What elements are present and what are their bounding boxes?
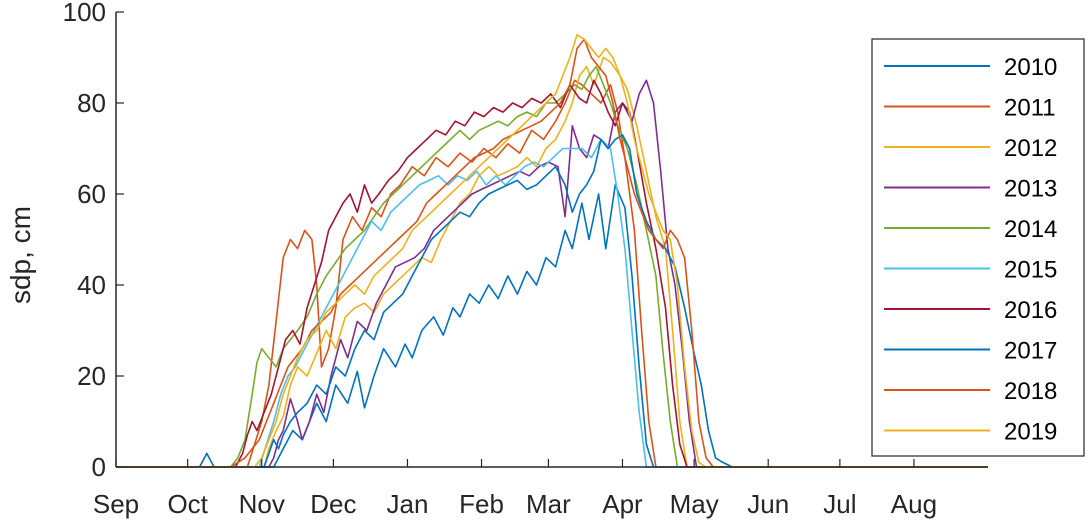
series-line-2016 [116, 79, 988, 468]
y-tick-label: 40 [77, 270, 106, 300]
legend-items: 2010 2011 2012 2013 2014 2015 2016 2017 2018 2019 [884, 54, 1057, 446]
legend-label-2013: 2013 [1004, 176, 1057, 203]
legend: 2010 2011 2012 2013 2014 2015 2016 2017 2018 2019 [871, 38, 1085, 457]
y-axis-label: sdp, cm [5, 206, 36, 304]
legend-label-2014: 2014 [1004, 216, 1057, 243]
series-line-2015 [116, 138, 988, 468]
x-tick-label: Oct [167, 489, 208, 519]
series-line-2018 [116, 38, 988, 468]
legend-label-2017: 2017 [1004, 338, 1057, 365]
legend-label-2015: 2015 [1004, 257, 1057, 284]
legend-label-2011: 2011 [1004, 95, 1056, 122]
x-tick-label: Jun [747, 489, 789, 519]
y-tick-label: 80 [77, 88, 106, 118]
series-layer [116, 33, 988, 468]
x-tick-label: Mar [526, 489, 571, 519]
x-tick-label: Nov [239, 489, 285, 519]
x-tick-label: Apr [602, 489, 643, 519]
series-line-2013 [116, 79, 988, 468]
x-tick-label: Sep [93, 489, 139, 519]
x-tick-label: Jan [387, 489, 429, 519]
legend-box [871, 38, 1085, 457]
legend-label-2019: 2019 [1004, 419, 1057, 446]
x-tick-label: Jul [823, 489, 856, 519]
y-tick-label: 0 [92, 452, 106, 482]
plot-area [116, 12, 988, 467]
x-tick-label: Feb [459, 489, 504, 519]
y-ticks: 0 20 40 60 80 100 [63, 0, 124, 482]
x-tick-label: Aug [891, 489, 937, 519]
x-tick-label: Dec [310, 489, 356, 519]
x-tick-label: May [670, 489, 719, 519]
legend-label-2010: 2010 [1004, 54, 1057, 81]
y-tick-label: 100 [63, 0, 106, 27]
y-tick-label: 20 [77, 361, 106, 391]
legend-label-2012: 2012 [1004, 135, 1057, 162]
y-tick-label: 60 [77, 179, 106, 209]
series-line-2017 [116, 134, 988, 468]
x-ticks: Sep Oct Nov Dec Jan Feb Mar Apr May Jun Jul Aug [93, 459, 937, 519]
legend-label-2018: 2018 [1004, 378, 1057, 405]
series-line-2019 [116, 33, 988, 468]
legend-label-2016: 2016 [1004, 297, 1057, 324]
